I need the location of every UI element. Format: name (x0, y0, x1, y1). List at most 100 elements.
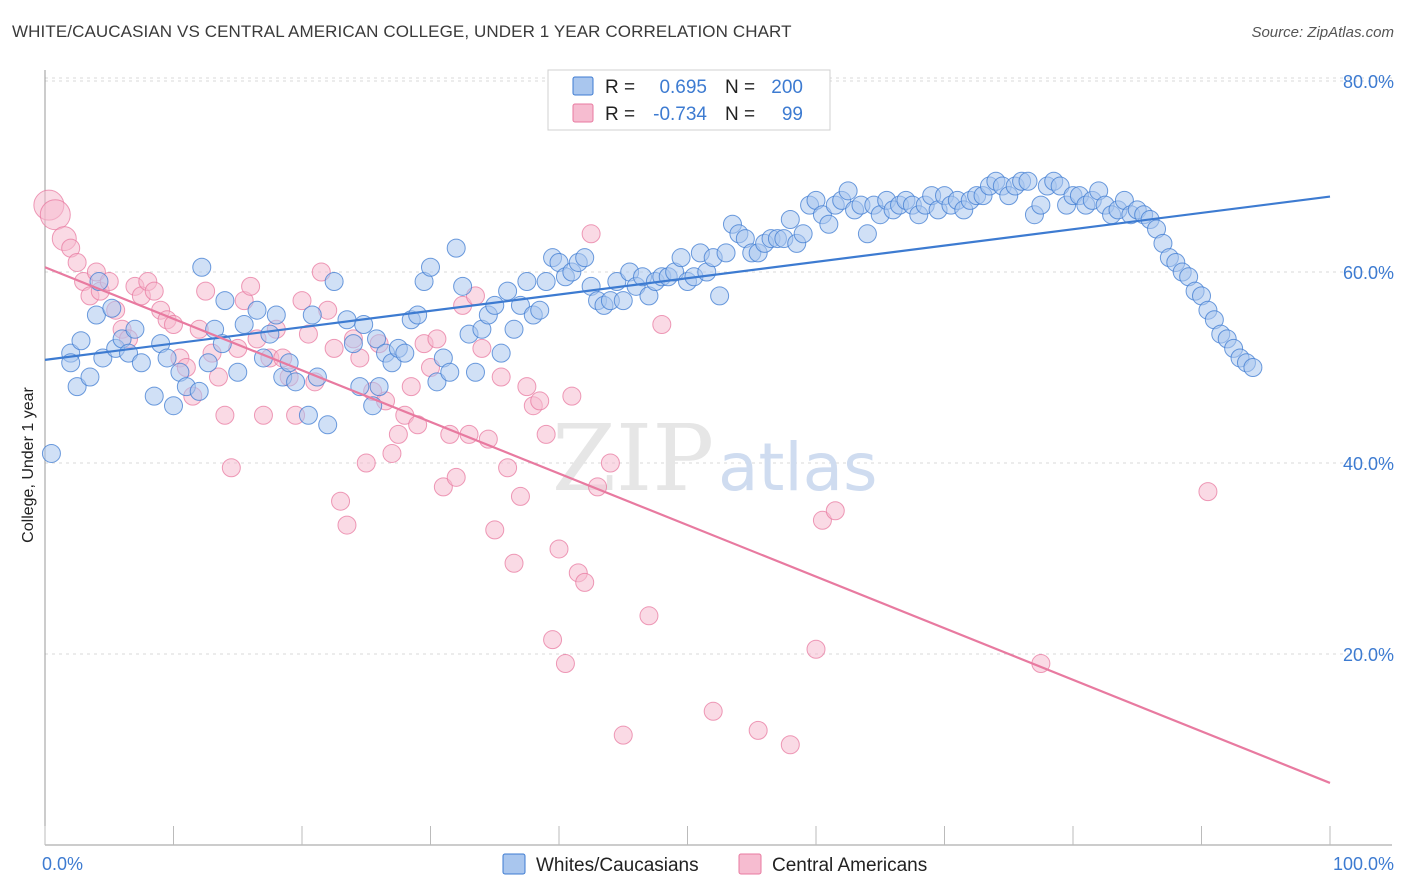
central-americans-point-33 (253, 405, 273, 425)
y-axis-tick-labels: 20.0% 40.0% 60.0% 80.0% (1343, 72, 1394, 665)
whites-caucasians-point-9 (102, 298, 122, 318)
central-americans-point-94 (812, 510, 832, 530)
whites-caucasians-point-46 (367, 329, 387, 349)
central-americans-point-67 (472, 338, 492, 358)
central-americans-point-93 (806, 639, 826, 659)
central-americans-point-78 (543, 630, 563, 650)
legend-n-label-2: N = (725, 104, 755, 125)
whites-caucasians-point-59 (446, 238, 466, 258)
legend-swatch-blue (572, 76, 594, 96)
central-americans-point-91 (748, 720, 768, 740)
whites-caucasians-point-66 (491, 343, 511, 363)
whites-caucasians-point-22 (192, 257, 212, 277)
x-tick-label-100: 100.0% (1333, 854, 1394, 874)
central-americans-point-61 (433, 477, 453, 497)
central-americans-point-95 (825, 501, 845, 521)
central-americans-point-45 (331, 491, 351, 511)
central-americans-point-84 (581, 224, 601, 244)
central-americans-point-42 (311, 262, 331, 282)
whites-caucasians-point-85 (613, 291, 633, 311)
central-americans-point-92 (780, 735, 800, 755)
whites-caucasians-point-56 (427, 372, 447, 392)
central-americans-point-74 (517, 377, 537, 397)
central-americans-point-16 (144, 281, 164, 301)
whites-caucasians-point-35 (286, 372, 306, 392)
whites-caucasians-point-0 (41, 443, 61, 463)
y-tick-label-40: 40.0% (1343, 454, 1394, 474)
whites-caucasians-point-31 (260, 324, 280, 344)
whites-caucasians-point-79 (575, 248, 595, 268)
central-americans-point-60 (427, 329, 447, 349)
whites-caucasians-point-53 (408, 305, 428, 325)
whites-caucasians-point-68 (504, 319, 524, 339)
whites-caucasians-point-23 (198, 353, 218, 373)
legend-box (547, 69, 831, 131)
legend-n-value-1: 200 (771, 77, 803, 98)
whites-caucasians-point-28 (234, 315, 254, 335)
central-americans-point-70 (491, 367, 511, 387)
central-americans-point-69 (485, 520, 505, 540)
whites-caucasians-point-150 (1031, 195, 1051, 215)
y-axis-title: College, Under 1 year (20, 387, 37, 543)
whites-caucasians-point-51 (395, 343, 415, 363)
legend-r-value-1: 0.695 (659, 77, 707, 98)
whites-caucasians-point-40 (324, 272, 344, 292)
whites-caucasians-point-47 (369, 377, 389, 397)
watermark: ZIP atlas (552, 405, 878, 512)
whites-caucasians-point-183 (1243, 358, 1263, 377)
whites-caucasians-point-58 (440, 362, 460, 382)
legend-n-label-1: N = (725, 77, 755, 98)
central-americans-point-77 (536, 424, 556, 444)
whites-caucasians-point-111 (780, 209, 800, 229)
whites-caucasians-point-113 (793, 224, 813, 244)
whites-caucasians-point-36 (298, 405, 318, 425)
central-americans-point-56 (401, 377, 421, 397)
whites-caucasians-point-60 (453, 276, 473, 296)
whites-caucasians-point-27 (228, 362, 248, 382)
central-americans-point-86 (600, 453, 620, 473)
trend-line-central-americans (44, 266, 1331, 784)
central-americans-point-46 (337, 515, 357, 535)
central-americans-point-24 (196, 281, 216, 301)
central-americans-point-81 (562, 386, 582, 406)
central-americans-point-63 (446, 467, 466, 487)
x-tick-label-0: 0.0% (42, 854, 83, 874)
central-americans-point-72 (504, 553, 524, 573)
whites-caucasians-point-42 (343, 334, 363, 354)
whites-caucasians-point-32 (266, 305, 286, 325)
whites-caucasians-point-72 (530, 300, 550, 320)
legend-n-value-2: 99 (782, 104, 803, 125)
x-axis-ticks (44, 826, 1331, 845)
legend-swatch-pink (572, 103, 594, 123)
central-americans-point-96 (1198, 482, 1218, 502)
series-swatch-whites (502, 853, 526, 875)
central-americans-points (33, 189, 1218, 755)
whites-caucasians-point-39 (318, 415, 338, 435)
whites-caucasians-point-70 (517, 272, 537, 292)
central-americans-point-31 (241, 276, 261, 296)
legend-r-label-2: R = (605, 104, 635, 125)
whites-caucasians-point-21 (189, 381, 209, 401)
legend-r-label-1: R = (605, 77, 635, 98)
central-americans-point-53 (382, 443, 402, 463)
central-americans-point-90 (703, 701, 723, 721)
central-americans-point-73 (510, 486, 530, 506)
whites-caucasians-point-94 (671, 248, 691, 268)
whites-caucasians-point-73 (536, 272, 556, 292)
y-tick-label-80: 80.0% (1343, 72, 1394, 92)
whites-caucasians-point-117 (819, 214, 839, 234)
watermark-atlas: atlas (718, 429, 878, 506)
y-tick-label-60: 60.0% (1343, 263, 1394, 283)
whites-caucasians-point-13 (125, 319, 145, 339)
whites-caucasians-point-153 (1050, 176, 1070, 196)
grid-lines (45, 77, 1392, 655)
series-legend: Whites/Caucasians Central Americans (502, 853, 927, 876)
whites-caucasians-point-65 (485, 295, 505, 315)
correlation-legend: R = 0.695 N = 200 R = -0.734 N = 99 (547, 69, 831, 131)
central-americans-point-44 (324, 338, 344, 358)
whites-caucasians-point-37 (302, 305, 322, 325)
trend-line-whites (44, 195, 1331, 361)
whites-caucasians-point-55 (421, 257, 440, 277)
central-americans-point-80 (555, 654, 575, 674)
